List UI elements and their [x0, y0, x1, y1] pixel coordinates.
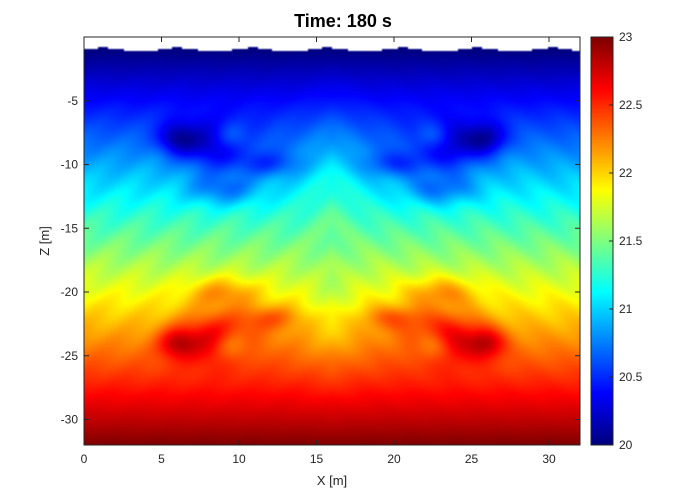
colorbar-ticks: 20 20.5 21 21.5 22 22.5 23: [609, 30, 643, 452]
y-axis: -5 -10 -15 -20 -25 -30: [61, 94, 580, 427]
x-tick-label: 5: [158, 452, 165, 466]
x-axis: 0 5 10 15 20 25 30: [81, 37, 556, 466]
y-tick-label: -10: [61, 158, 79, 172]
colorbar: 20 20.5 21 21.5 22 22.5 23: [590, 30, 643, 452]
colorbar-tick-label: 21.5: [619, 234, 643, 248]
x-tick-label: 25: [465, 452, 479, 466]
x-tick-label: 20: [387, 452, 401, 466]
x-tick-label: 30: [542, 452, 556, 466]
colorbar-tick-label: 23: [619, 30, 633, 44]
colorbar-tick-label: 22.5: [619, 98, 643, 112]
y-tick-label: -25: [61, 349, 79, 363]
y-tick-label: -15: [61, 221, 79, 235]
y-tick-label: -20: [61, 285, 79, 299]
x-tick-label: 15: [310, 452, 324, 466]
chart-title: Time: 180 s: [294, 11, 392, 31]
x-tick-label: 0: [81, 452, 88, 466]
y-axis-label: Z [m]: [37, 226, 52, 256]
y-tick-label: -30: [61, 413, 79, 427]
colorbar-tick-label: 20.5: [619, 370, 643, 384]
plot-area: [83, 36, 581, 446]
colorbar-gradient: [591, 37, 613, 445]
x-axis-label: X [m]: [317, 473, 347, 488]
temperature-field-image: [84, 37, 580, 445]
colorbar-tick-label: 21: [619, 302, 633, 316]
colorbar-tick-label: 20: [619, 438, 633, 452]
x-tick-label: 10: [232, 452, 246, 466]
plot-frame: [83, 36, 581, 446]
colorbar-tick-label: 22: [619, 166, 633, 180]
y-tick-label: -5: [67, 94, 78, 108]
